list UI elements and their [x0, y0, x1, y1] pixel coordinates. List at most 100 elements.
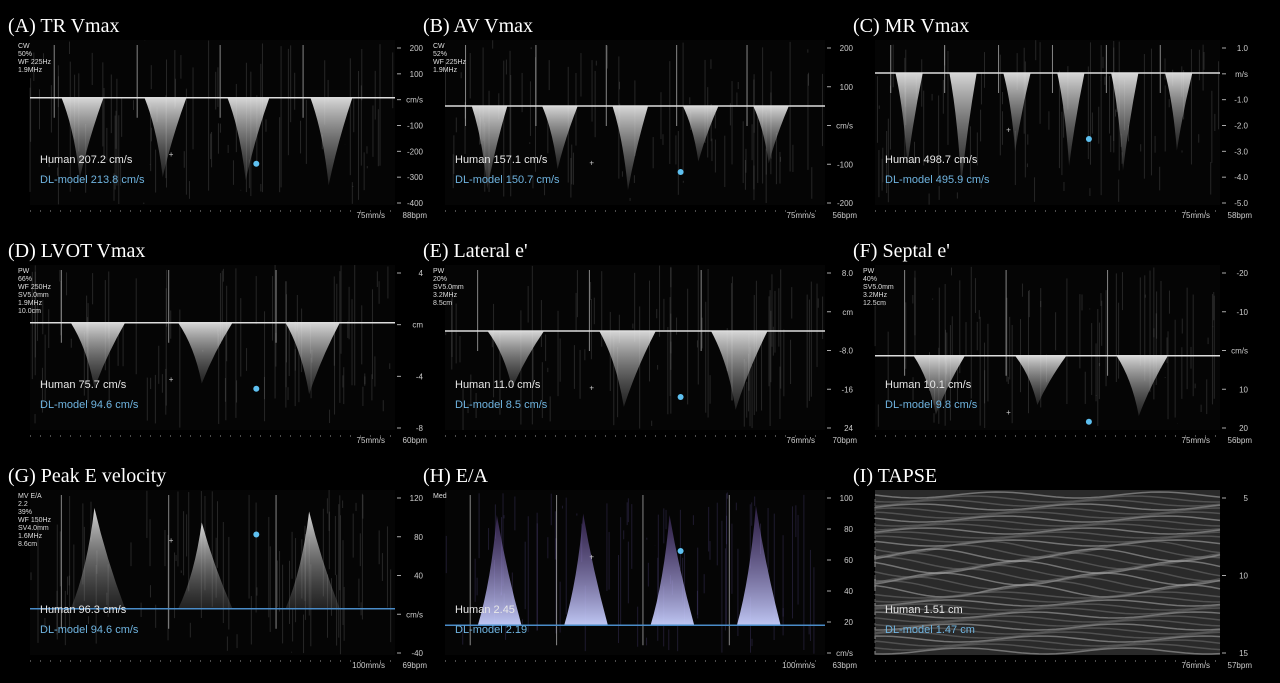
doppler-envelope [285, 322, 340, 395]
dl-marker [253, 160, 260, 167]
axis-label: -200 [407, 147, 424, 156]
mmode-band [874, 639, 1221, 647]
device-info: 3.2MHz [863, 292, 888, 299]
human-marker: + [589, 552, 594, 561]
heart-rate: 56bpm [833, 211, 858, 220]
device-info: WF 225Hz [433, 59, 467, 66]
mmode-band [874, 527, 1221, 535]
doppler-envelope [895, 73, 923, 166]
axis-label: 100 [840, 494, 854, 503]
axis-label: 20 [844, 618, 853, 627]
dl-marker [677, 169, 684, 175]
sweep-speed: 75mm/s [1182, 211, 1210, 220]
human-measure: Human 11.0 cm/s [455, 379, 541, 391]
axis-label: 10 [1239, 385, 1248, 394]
axis-label: -10 [1236, 308, 1248, 317]
doppler-envelope [310, 97, 353, 186]
device-info: MV E/A [18, 493, 42, 500]
heart-rate: 69bpm [403, 661, 428, 670]
dl-marker [1085, 418, 1092, 425]
axis-label: cm/s [1231, 347, 1248, 356]
axis-label: 4 [419, 269, 424, 278]
human-marker: + [169, 375, 174, 384]
axis-label: 8.0 [842, 269, 854, 278]
sweep-speed: 75mm/s [787, 211, 815, 220]
mmode-band [874, 539, 1221, 547]
axis-label: 20 [1239, 424, 1248, 433]
dl-marker [677, 548, 684, 555]
dl-marker [253, 385, 260, 392]
device-info: 12.5cm [863, 300, 886, 307]
axis-label: 80 [844, 525, 853, 534]
doppler-envelope [477, 515, 522, 626]
doppler-envelope [285, 511, 340, 609]
mmode-band [874, 627, 1221, 635]
axis-label: -5.0 [1234, 199, 1248, 208]
dl-marker [253, 531, 260, 538]
device-info: WF 250Hz [18, 284, 52, 291]
doppler-envelope [144, 97, 187, 178]
panel-title: (I) TAPSE [853, 465, 937, 487]
human-measure: Human 207.2 cm/s [40, 154, 133, 166]
doppler-envelope [564, 513, 608, 626]
model-measure: DL-model 150.7 cm/s [455, 174, 560, 186]
panel: (H) E/A + Med 100 80 60 40 20 cm/s Human 2.45 DL-m… [423, 465, 857, 670]
axis-label: -16 [841, 385, 853, 394]
panel-title: (G) Peak E velocity [8, 465, 166, 487]
echo-image: + [30, 265, 395, 430]
axis-label: cm [842, 308, 853, 317]
device-info: 20% [433, 276, 447, 283]
device-info: SV5.0mm [863, 284, 894, 291]
sweep-speed: 75mm/s [357, 436, 385, 445]
mmode-band [874, 495, 1221, 503]
model-measure: DL-model 1.47 cm [885, 624, 975, 636]
echo-image: + [445, 265, 825, 430]
doppler-envelope [227, 97, 270, 181]
axis-label: m/s [1235, 70, 1248, 79]
axis-label: 100 [840, 83, 854, 92]
mmode-band [874, 603, 1221, 611]
human-marker: + [1006, 125, 1011, 134]
mmode-band [874, 591, 1221, 599]
echo-image [874, 490, 1221, 655]
doppler-envelope [61, 97, 104, 179]
axis-label: -4 [416, 372, 424, 381]
axis-label: 24 [844, 424, 853, 433]
device-info: PW [18, 268, 30, 275]
mmode-band [874, 611, 1221, 619]
device-info: 3.2MHz [433, 292, 458, 299]
mmode-band [874, 623, 1221, 631]
mmode-band [874, 540, 1221, 554]
panel-title: (D) LVOT Vmax [8, 240, 145, 262]
sweep-speed: 75mm/s [357, 211, 385, 220]
human-measure: Human 75.7 cm/s [40, 379, 127, 391]
panel-title: (B) AV Vmax [423, 15, 533, 37]
model-measure: DL-model 2.19 [455, 624, 527, 636]
device-info: 2.2 [18, 501, 28, 508]
doppler-envelope [682, 106, 719, 162]
doppler-envelope [70, 322, 126, 389]
device-info: PW [433, 268, 445, 275]
doppler-envelope [178, 522, 233, 609]
mmode-band [874, 507, 1221, 515]
echo-image: + [445, 490, 825, 655]
axis-label: -3.0 [1234, 147, 1248, 156]
device-info: 39% [18, 509, 32, 516]
human-marker: + [1006, 408, 1011, 417]
device-info: 40% [863, 276, 877, 283]
axis-label: cm [412, 321, 423, 330]
axis-label: -100 [407, 122, 424, 131]
device-info: 50% [18, 51, 32, 58]
human-marker: + [589, 383, 594, 392]
axis-label: -40 [411, 649, 423, 658]
human-measure: Human 2.45 [455, 604, 515, 616]
doppler-envelope [913, 355, 965, 415]
axis-label: -100 [837, 160, 854, 169]
mmode-band [874, 511, 1221, 519]
axis-label: 60 [844, 556, 853, 565]
axis-label: 120 [410, 494, 424, 503]
device-info: 1.9MHz [18, 67, 43, 74]
doppler-envelope [542, 106, 578, 170]
image-area [875, 265, 1220, 430]
